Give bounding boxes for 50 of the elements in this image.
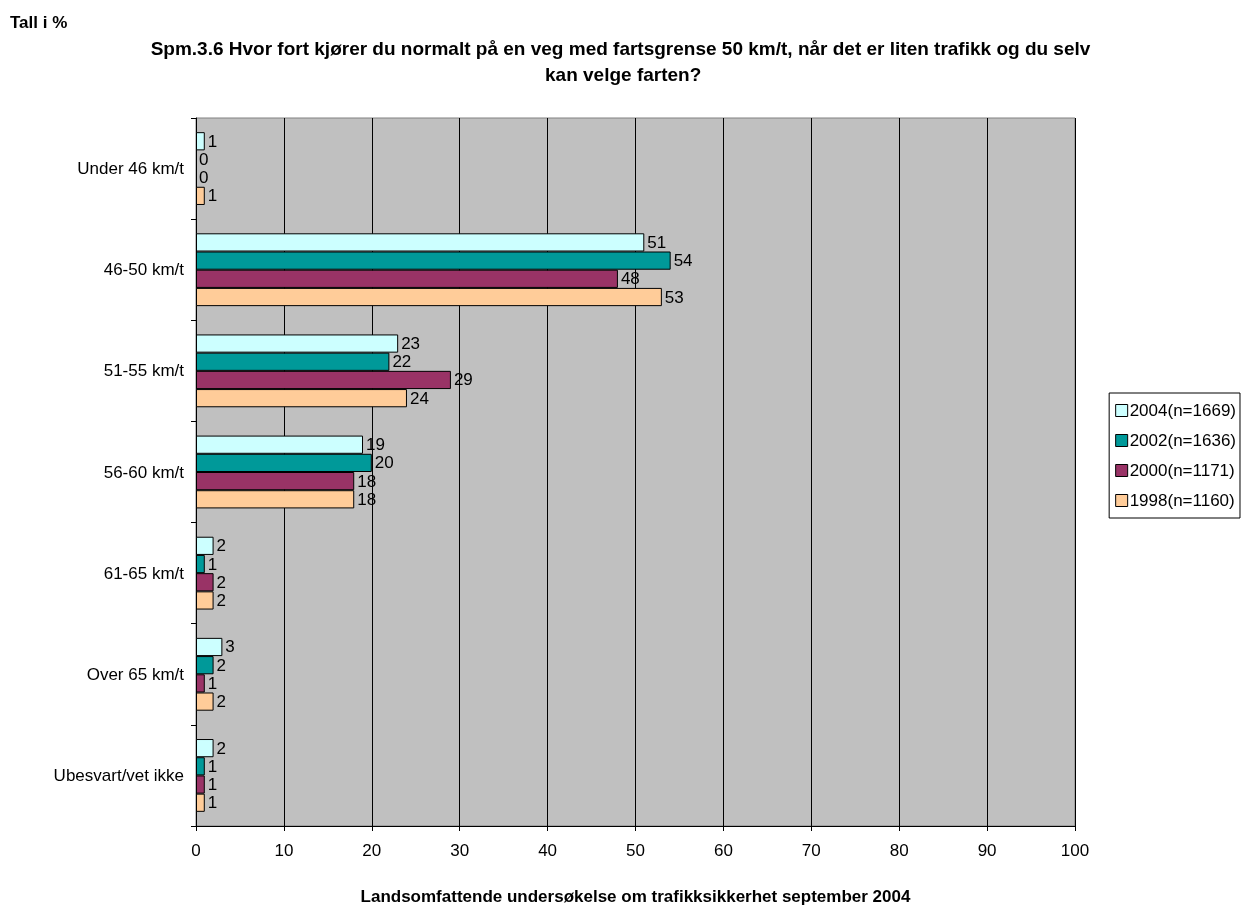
y-tick-label: Over 65 km/t: [86, 664, 185, 684]
data-label: 1: [207, 673, 218, 693]
y-tick-label: 51-55 km/t: [103, 361, 185, 381]
x-tick-label: 0: [191, 841, 201, 860]
data-label: 2: [216, 655, 227, 675]
data-label: 1: [207, 775, 218, 795]
data-label: 1: [207, 793, 218, 813]
data-label: 1: [207, 756, 218, 776]
legend-label: 2000(n=1171): [1129, 461, 1235, 480]
data-label: 22: [392, 352, 412, 372]
chart-title: Spm.3.6 Hvor fort kjører du normalt på en veg med fartsgrense 50 km/t, når det er liten trafikk og du selv kan velge farten?: [150, 37, 1091, 85]
x-tick-label: 70: [801, 841, 821, 860]
x-tick-label: 40: [538, 841, 558, 860]
x-tick-label: 90: [977, 841, 997, 860]
legend-label: 2002(n=1636): [1129, 431, 1236, 450]
x-tick-label: 20: [362, 841, 382, 860]
data-label: 20: [374, 453, 394, 473]
data-label: 0: [199, 149, 209, 169]
y-tick-label: 46-50 km/t: [103, 260, 185, 280]
text: Tall i %: [10, 13, 68, 32]
data-label: 3: [225, 637, 235, 657]
y-tick-label: 56-60 km/t: [103, 462, 185, 482]
legend-label: 2004(n=1669): [1129, 401, 1236, 420]
y-tick-label: 61-65 km/t: [103, 563, 185, 583]
y-tick-label: Under 46 km/t: [77, 159, 185, 179]
data-label: 24: [409, 388, 429, 408]
x-axis-title: Landsomfattende undersøkelse om trafikksikkerhet september 2004: [360, 887, 911, 906]
x-tick-label: 10: [274, 841, 294, 860]
data-label: 53: [664, 287, 684, 307]
data-label: 54: [673, 251, 693, 271]
x-tick-label: 80: [889, 841, 909, 860]
bar: [196, 132, 205, 151]
data-label: 2: [216, 692, 227, 712]
x-tick-label: 60: [713, 841, 733, 860]
data-label: 1: [207, 131, 218, 151]
legend-label: 1998(n=1160): [1129, 491, 1235, 510]
bar: [196, 186, 205, 205]
data-label: 0: [199, 168, 209, 188]
x-tick-label: 30: [450, 841, 470, 860]
y-tick-label: Ubesvart/vet ikke: [53, 765, 184, 785]
data-label: 23: [401, 334, 421, 354]
data-label: 2: [216, 590, 227, 610]
data-label: 51: [647, 232, 667, 252]
data-label: 1: [207, 554, 218, 574]
data-label: 2: [216, 572, 227, 592]
data-label: 1: [207, 186, 218, 206]
data-label: 2: [216, 738, 227, 758]
x-tick-label: 100: [1060, 841, 1090, 860]
x-tick-label: 50: [626, 841, 645, 860]
data-label: 2: [216, 536, 227, 556]
